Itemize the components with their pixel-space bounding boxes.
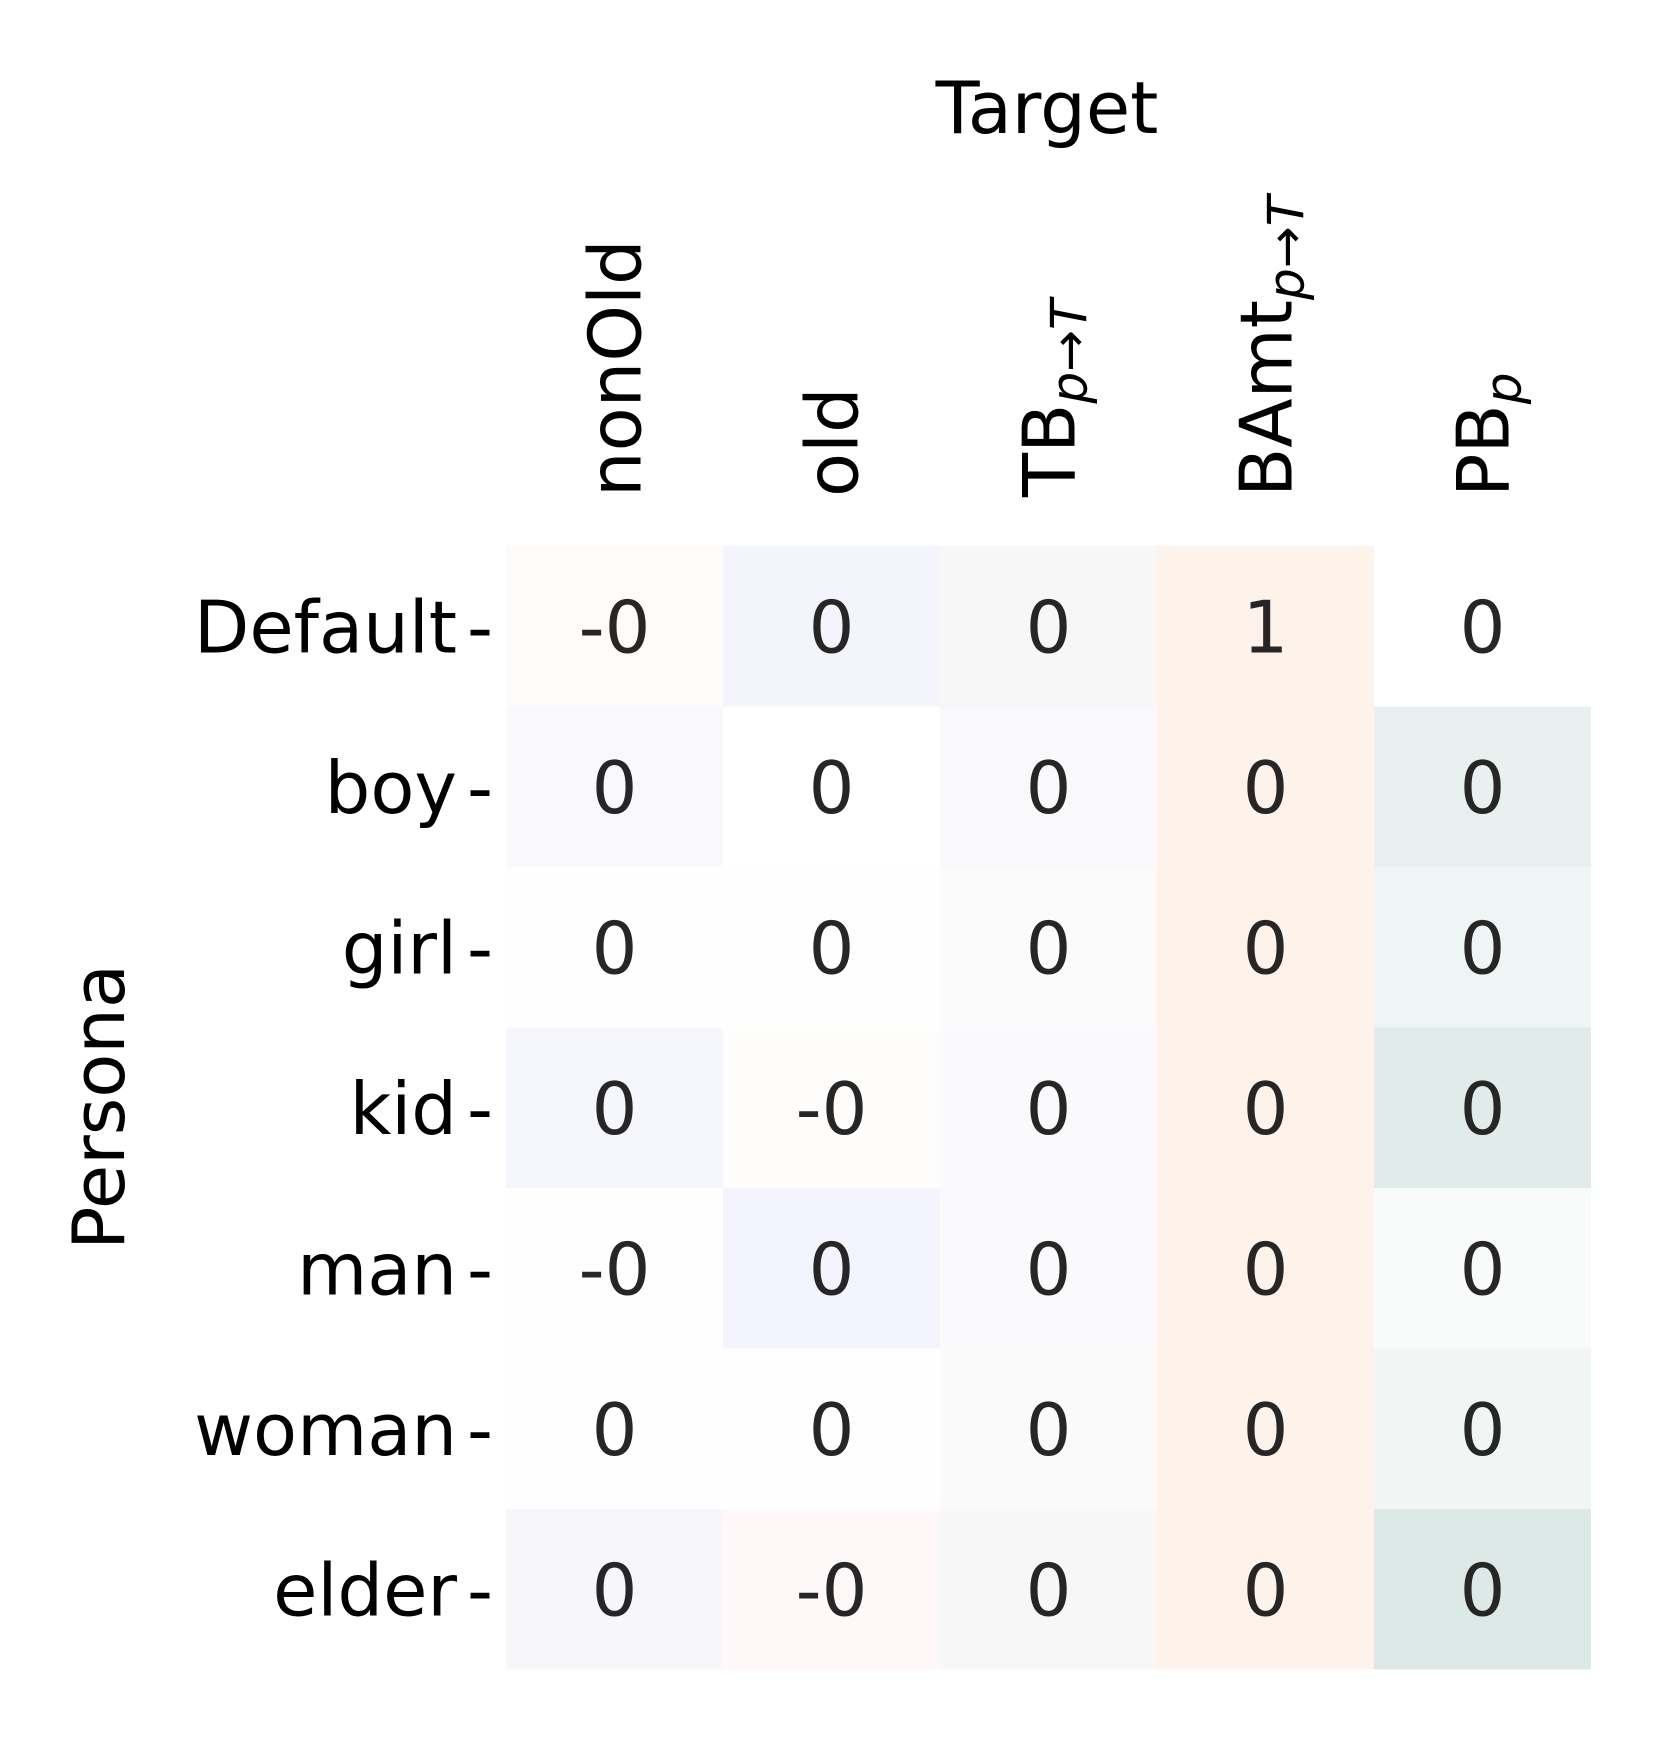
heatmap-cell <box>506 706 723 867</box>
row-label: elder <box>273 1548 457 1632</box>
heatmap-cell <box>940 1188 1157 1349</box>
persona-axis-title: Persona <box>57 964 141 1250</box>
cell-value-label: 0 <box>592 1548 638 1632</box>
cell-value-label: 0 <box>592 746 638 830</box>
cell-value-label: 0 <box>809 906 855 990</box>
heatmap-cell <box>1374 1348 1591 1509</box>
heatmap-cell <box>1157 1348 1374 1509</box>
row-tick-mark: - <box>467 1227 493 1311</box>
cell-value-label: 0 <box>1026 906 1072 990</box>
cell-value-label: 0 <box>1460 746 1506 830</box>
cell-value-label: 0 <box>1460 585 1506 669</box>
heatmap-cell <box>506 1188 723 1349</box>
cell-value-label: 0 <box>592 1067 638 1151</box>
cell-value-label: 0 <box>1243 1227 1289 1311</box>
row-label: girl <box>342 906 457 990</box>
heatmap-cell <box>1374 1188 1591 1349</box>
row-label: boy <box>325 746 457 830</box>
column-label: BAmtp→T <box>1225 192 1316 497</box>
cell-value-label: 0 <box>592 906 638 990</box>
heatmap-cell <box>940 706 1157 867</box>
heatmap-cell <box>940 1348 1157 1509</box>
heatmap-cell <box>723 1509 940 1670</box>
cell-value-label: 0 <box>1460 906 1506 990</box>
cell-value-label: 0 <box>1243 746 1289 830</box>
heatmap-cell <box>1374 706 1591 867</box>
heatmap-cell <box>723 1188 940 1349</box>
heatmap-cell <box>940 546 1157 707</box>
cell-value-label: -0 <box>796 1548 868 1632</box>
heatmap-cell <box>940 1509 1157 1670</box>
cell-value-label: 0 <box>1026 1067 1072 1151</box>
cell-value-label: 0 <box>1026 746 1072 830</box>
cell-value-label: -0 <box>579 1227 651 1311</box>
cell-value-label: 0 <box>809 1388 855 1472</box>
heatmap-cell-labels: -0 0 0 1 0 0 0 0 0 0 0 0 0 0 0 0 -0 0 0 0 -0 0 0 0 0 0 0 0 0 0 0 -0 0 0 0 <box>579 585 1506 1632</box>
cell-value-label: 0 <box>1243 1067 1289 1151</box>
cell-value-label: 0 <box>592 1388 638 1472</box>
column-tick-labels: nonOld old TBp→T BAmtp→T PBp <box>574 192 1533 498</box>
cell-value-label: 0 <box>1460 1227 1506 1311</box>
cell-value-label: 0 <box>1460 1388 1506 1472</box>
heatmap-cell <box>1157 546 1374 707</box>
cell-value-label: 0 <box>1460 1067 1506 1151</box>
cell-value-label: 0 <box>809 585 855 669</box>
heatmap-cell <box>506 1027 723 1188</box>
target-axis-title: Target <box>935 66 1159 150</box>
heatmap-cells <box>506 546 1591 1670</box>
heatmap-cell <box>506 1509 723 1670</box>
heatmap-cell <box>506 867 723 1028</box>
heatmap-cell <box>1374 867 1591 1028</box>
row-label: woman <box>194 1388 457 1472</box>
heatmap-cell <box>723 867 940 1028</box>
row-tick-mark: - <box>467 746 493 830</box>
cell-value-label: 0 <box>1243 906 1289 990</box>
row-tick-mark: - <box>467 1067 493 1151</box>
heatmap-cell <box>1157 706 1374 867</box>
heatmap-cell <box>1157 867 1374 1028</box>
cell-value-label: 0 <box>809 1227 855 1311</box>
heatmap-cell <box>723 1348 940 1509</box>
heatmap-cell <box>723 546 940 707</box>
row-tick-mark: - <box>467 1388 493 1472</box>
row-label: Default <box>194 585 457 669</box>
heatmap-cell <box>1157 1027 1374 1188</box>
heatmap-cell <box>1157 1509 1374 1670</box>
heatmap-cell <box>1374 1509 1591 1670</box>
heatmap-cell <box>1374 1027 1591 1188</box>
cell-value-label: 0 <box>1460 1548 1506 1632</box>
cell-value-label: 0 <box>1243 1388 1289 1472</box>
cell-value-label: 0 <box>1026 585 1072 669</box>
column-label: old <box>791 387 875 497</box>
row-label: kid <box>350 1067 457 1151</box>
cell-value-label: 0 <box>1026 1388 1072 1472</box>
row-tick-mark: - <box>467 1548 493 1632</box>
cell-value-label: 0 <box>1243 1548 1289 1632</box>
row-label: man <box>297 1227 457 1311</box>
cell-value-label: 1 <box>1243 585 1289 669</box>
heatmap-cell <box>1374 546 1591 707</box>
cell-value-label: -0 <box>796 1067 868 1151</box>
cell-value-label: 0 <box>1026 1227 1072 1311</box>
heatmap-cell <box>723 1027 940 1188</box>
heatmap-cell <box>506 546 723 707</box>
cell-value-label: 0 <box>809 746 855 830</box>
column-label: nonOld <box>574 239 658 497</box>
heatmap-cell <box>940 867 1157 1028</box>
heatmap-cell <box>940 1027 1157 1188</box>
row-tick-labels: Default -boy -girl -kid -man -woman -elder - <box>194 585 493 1632</box>
cell-value-label: 0 <box>1026 1548 1072 1632</box>
heatmap-cell <box>723 706 940 867</box>
column-label: TBp→T <box>1008 296 1099 498</box>
row-tick-mark: - <box>467 906 493 990</box>
heatmap-cell <box>1157 1188 1374 1349</box>
heatmap-cell <box>506 1348 723 1509</box>
cell-value-label: -0 <box>579 585 651 669</box>
column-label: PBp <box>1442 372 1533 497</box>
row-tick-mark: - <box>467 585 493 669</box>
